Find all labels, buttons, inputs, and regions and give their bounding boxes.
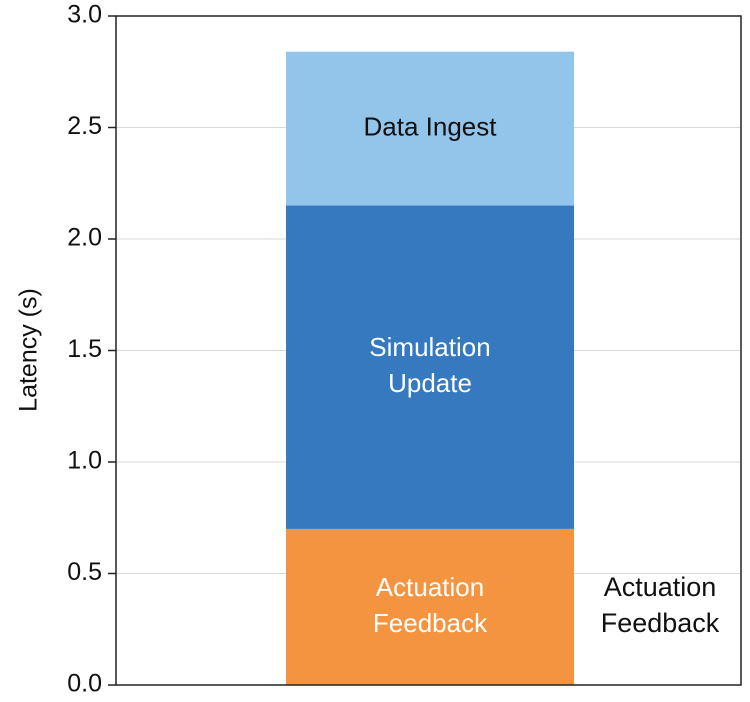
y-tick-label: 0.0 bbox=[67, 670, 102, 698]
side-annotation: Actuation Feedback bbox=[601, 572, 720, 638]
side-annotation-label: Actuation bbox=[604, 572, 717, 602]
y-axis-ticks: 0.0 0.5 1.0 1.5 2.0 2.5 3.0 bbox=[67, 1, 116, 698]
bar-segment-data-ingest bbox=[286, 51, 574, 206]
y-tick-label: 3.0 bbox=[67, 1, 102, 29]
segment-label-simulation-update: Update bbox=[388, 368, 472, 398]
y-tick-label: 2.5 bbox=[67, 112, 102, 140]
y-tick-label: 1.0 bbox=[67, 447, 102, 475]
segment-label-data-ingest: Data Ingest bbox=[364, 111, 498, 141]
segment-label-actuation-feedback: Feedback bbox=[373, 608, 488, 638]
segment-labels: Actuation Feedback Simulation Update Data In… bbox=[364, 111, 498, 637]
bar-segments bbox=[286, 51, 574, 685]
segment-label-simulation-update: Simulation bbox=[369, 332, 490, 362]
y-tick-label: 2.0 bbox=[67, 224, 102, 252]
side-annotation-label: Feedback bbox=[601, 608, 720, 638]
y-axis-label: Latency (s) bbox=[15, 288, 43, 412]
y-tick-label: 0.5 bbox=[67, 558, 102, 586]
bar-segment-simulation-update bbox=[286, 205, 574, 529]
bar-segment-actuation-feedback bbox=[286, 528, 574, 685]
y-tick-label: 1.5 bbox=[67, 335, 102, 363]
segment-label-actuation-feedback: Actuation bbox=[376, 572, 484, 602]
